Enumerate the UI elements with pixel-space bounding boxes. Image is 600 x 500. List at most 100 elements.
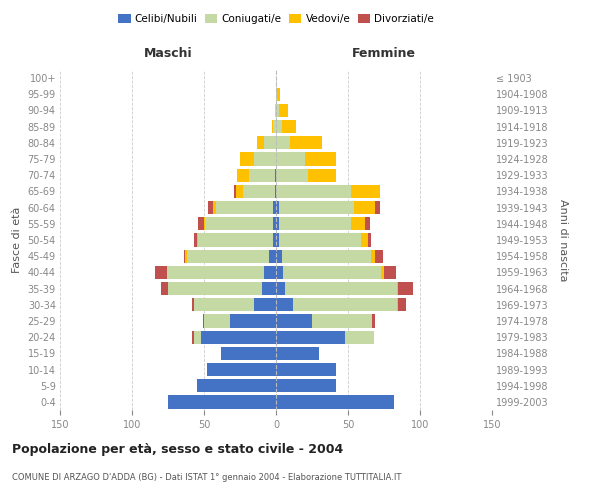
Bar <box>273 120 276 134</box>
Bar <box>168 396 276 408</box>
Bar <box>273 201 276 214</box>
Bar <box>398 282 413 295</box>
Bar <box>237 168 248 182</box>
Bar <box>276 379 337 392</box>
Bar <box>276 314 312 328</box>
Bar <box>279 201 354 214</box>
Bar <box>276 363 337 376</box>
Bar <box>305 152 337 166</box>
Bar <box>187 250 269 263</box>
Bar <box>376 201 380 214</box>
Bar <box>240 152 254 166</box>
Bar <box>161 282 168 295</box>
Bar <box>248 168 275 182</box>
Bar <box>207 363 276 376</box>
Bar <box>293 298 397 312</box>
Legend: Celibi/Nubili, Coniugati/e, Vedovi/e, Divorziati/e: Celibi/Nubili, Coniugati/e, Vedovi/e, Di… <box>114 10 438 29</box>
Bar <box>283 266 381 279</box>
Bar <box>155 266 167 279</box>
Bar <box>194 298 254 312</box>
Bar <box>282 120 296 134</box>
Bar <box>276 136 290 149</box>
Bar <box>272 120 273 134</box>
Bar <box>193 298 194 312</box>
Bar <box>279 217 351 230</box>
Bar <box>197 379 276 392</box>
Text: Femmine: Femmine <box>352 48 416 60</box>
Bar <box>277 88 280 101</box>
Bar <box>361 234 368 246</box>
Text: COMUNE DI ARZAGO D'ADDA (BG) - Dati ISTAT 1° gennaio 2004 - Elaborazione TUTTITA: COMUNE DI ARZAGO D'ADDA (BG) - Dati ISTA… <box>12 472 401 482</box>
Bar <box>354 201 376 214</box>
Bar <box>276 282 284 295</box>
Bar <box>168 282 262 295</box>
Bar <box>212 201 215 214</box>
Bar <box>276 104 279 117</box>
Bar <box>276 298 293 312</box>
Y-axis label: Anni di nascita: Anni di nascita <box>559 198 568 281</box>
Bar <box>203 314 204 328</box>
Bar <box>284 282 397 295</box>
Bar <box>276 88 277 101</box>
Bar <box>167 266 265 279</box>
Bar <box>269 250 276 263</box>
Bar <box>230 314 276 328</box>
Text: Maschi: Maschi <box>143 48 193 60</box>
Bar <box>276 152 305 166</box>
Bar <box>397 298 398 312</box>
Bar <box>276 346 319 360</box>
Bar <box>279 234 361 246</box>
Bar <box>275 168 276 182</box>
Bar <box>194 234 197 246</box>
Text: Popolazione per età, sesso e stato civile - 2004: Popolazione per età, sesso e stato civil… <box>12 442 343 456</box>
Bar <box>198 234 273 246</box>
Bar <box>198 217 204 230</box>
Bar <box>345 330 374 344</box>
Bar <box>236 185 243 198</box>
Bar <box>197 234 198 246</box>
Bar <box>276 330 345 344</box>
Bar <box>279 104 287 117</box>
Bar <box>265 266 276 279</box>
Bar <box>376 250 383 263</box>
Bar <box>234 185 236 198</box>
Bar <box>273 234 276 246</box>
Bar <box>276 250 282 263</box>
Bar <box>397 282 398 295</box>
Bar <box>276 266 283 279</box>
Bar <box>254 298 276 312</box>
Bar <box>351 217 365 230</box>
Bar <box>276 396 394 408</box>
Bar <box>276 168 308 182</box>
Bar <box>254 152 276 166</box>
Bar <box>193 330 194 344</box>
Bar <box>194 330 201 344</box>
Bar <box>185 250 187 263</box>
Bar <box>276 120 282 134</box>
Bar <box>276 234 279 246</box>
Bar <box>276 201 279 214</box>
Bar <box>384 266 395 279</box>
Bar <box>365 217 370 230</box>
Bar <box>265 136 276 149</box>
Bar <box>243 185 275 198</box>
Bar <box>398 298 406 312</box>
Bar <box>351 185 380 198</box>
Bar <box>275 185 276 198</box>
Y-axis label: Fasce di età: Fasce di età <box>12 207 22 273</box>
Bar <box>184 250 185 263</box>
Bar <box>371 250 376 263</box>
Bar <box>201 330 276 344</box>
Bar <box>276 185 351 198</box>
Bar <box>204 314 230 328</box>
Bar <box>312 314 373 328</box>
Bar <box>373 314 376 328</box>
Bar <box>205 217 273 230</box>
Bar <box>276 217 279 230</box>
Bar <box>368 234 371 246</box>
Bar <box>204 217 205 230</box>
Bar <box>221 346 276 360</box>
Bar <box>282 250 371 263</box>
Bar <box>257 136 265 149</box>
Bar <box>208 201 212 214</box>
